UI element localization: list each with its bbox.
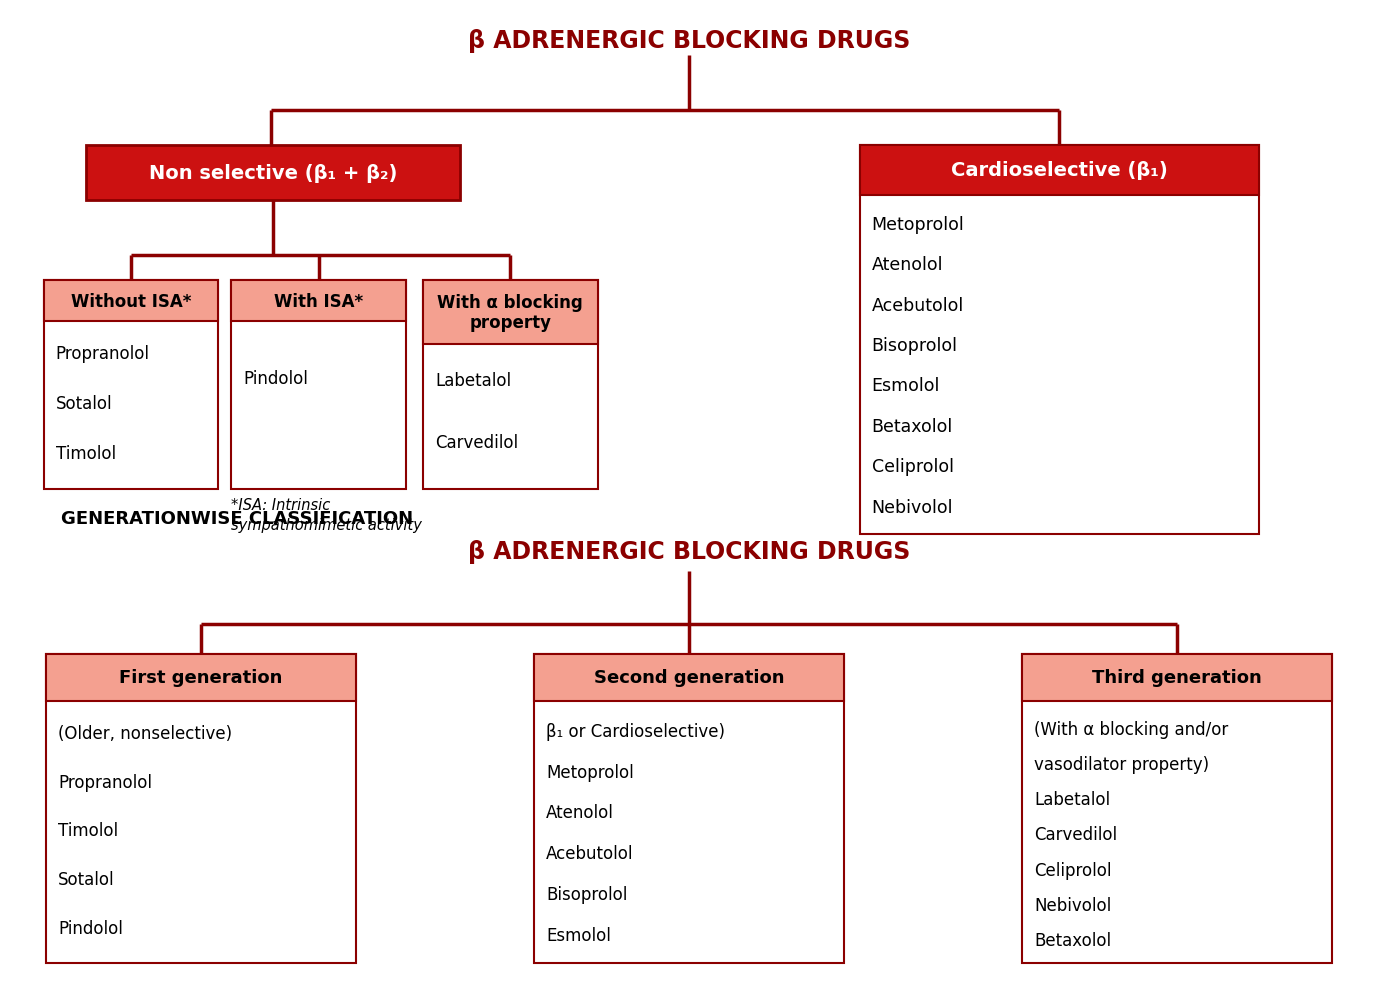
Text: Timolol: Timolol	[58, 822, 119, 840]
Text: Propranolol: Propranolol	[55, 345, 150, 363]
FancyBboxPatch shape	[1022, 654, 1331, 702]
Text: Atenolol: Atenolol	[546, 803, 615, 821]
Text: Metoprolol: Metoprolol	[546, 762, 634, 780]
Text: Esmolol: Esmolol	[546, 926, 612, 944]
Text: vasodilator property): vasodilator property)	[1035, 755, 1210, 773]
Text: Labetalol: Labetalol	[1035, 790, 1111, 808]
Text: *ISA: Intrinsic: *ISA: Intrinsic	[232, 498, 331, 513]
Text: Cardioselective (β₁): Cardioselective (β₁)	[951, 161, 1167, 180]
Text: Nebivolol: Nebivolol	[872, 498, 954, 516]
FancyBboxPatch shape	[423, 280, 598, 489]
FancyBboxPatch shape	[47, 654, 356, 963]
Text: With α blocking
property: With α blocking property	[437, 293, 583, 332]
Text: Acebutolol: Acebutolol	[546, 844, 634, 863]
Text: Celiprolol: Celiprolol	[872, 457, 954, 476]
Text: Pindolol: Pindolol	[58, 918, 123, 937]
Text: With ISA*: With ISA*	[274, 292, 364, 310]
FancyBboxPatch shape	[87, 146, 460, 201]
Text: Esmolol: Esmolol	[872, 377, 940, 395]
FancyBboxPatch shape	[232, 280, 407, 322]
Text: Celiprolol: Celiprolol	[1035, 861, 1112, 879]
Text: (Older, nonselective): (Older, nonselective)	[58, 725, 233, 743]
FancyBboxPatch shape	[44, 280, 219, 489]
Text: Sotalol: Sotalol	[55, 395, 113, 413]
Text: Acebutolol: Acebutolol	[872, 296, 963, 314]
Text: Non selective (β₁ + β₂): Non selective (β₁ + β₂)	[149, 164, 397, 183]
Text: GENERATIONWISE CLASSIFICATION: GENERATIONWISE CLASSIFICATION	[61, 510, 413, 528]
FancyBboxPatch shape	[535, 654, 843, 963]
Text: Propranolol: Propranolol	[58, 773, 153, 791]
Text: Timolol: Timolol	[55, 444, 116, 462]
Text: Bisoprolol: Bisoprolol	[546, 886, 627, 904]
Text: β₁ or Cardioselective): β₁ or Cardioselective)	[546, 722, 725, 740]
Text: Carvedilol: Carvedilol	[1035, 826, 1118, 844]
FancyBboxPatch shape	[232, 280, 407, 489]
Text: Sotalol: Sotalol	[58, 871, 114, 889]
Text: First generation: First generation	[120, 669, 282, 687]
FancyBboxPatch shape	[47, 654, 356, 702]
Text: Labetalol: Labetalol	[435, 372, 511, 390]
Text: Without ISA*: Without ISA*	[70, 292, 192, 310]
FancyBboxPatch shape	[535, 654, 843, 702]
FancyBboxPatch shape	[860, 146, 1259, 196]
Text: Betaxolol: Betaxolol	[872, 417, 952, 435]
Text: Second generation: Second generation	[594, 669, 784, 687]
FancyBboxPatch shape	[423, 280, 598, 345]
FancyBboxPatch shape	[1022, 654, 1331, 963]
Text: Betaxolol: Betaxolol	[1035, 931, 1112, 949]
Text: Atenolol: Atenolol	[872, 256, 943, 274]
Text: Carvedilol: Carvedilol	[435, 433, 518, 451]
FancyBboxPatch shape	[860, 146, 1259, 535]
Text: Third generation: Third generation	[1093, 669, 1262, 687]
Text: β ADRENERGIC BLOCKING DRUGS: β ADRENERGIC BLOCKING DRUGS	[467, 540, 911, 564]
Text: β ADRENERGIC BLOCKING DRUGS: β ADRENERGIC BLOCKING DRUGS	[467, 29, 911, 54]
Text: Nebivolol: Nebivolol	[1035, 896, 1112, 913]
Text: sympathomimetic activity: sympathomimetic activity	[232, 518, 422, 533]
Text: (With α blocking and/or: (With α blocking and/or	[1035, 721, 1229, 739]
Text: Metoprolol: Metoprolol	[872, 216, 965, 234]
Text: Pindolol: Pindolol	[244, 370, 309, 388]
Text: Bisoprolol: Bisoprolol	[872, 337, 958, 355]
FancyBboxPatch shape	[44, 280, 219, 322]
